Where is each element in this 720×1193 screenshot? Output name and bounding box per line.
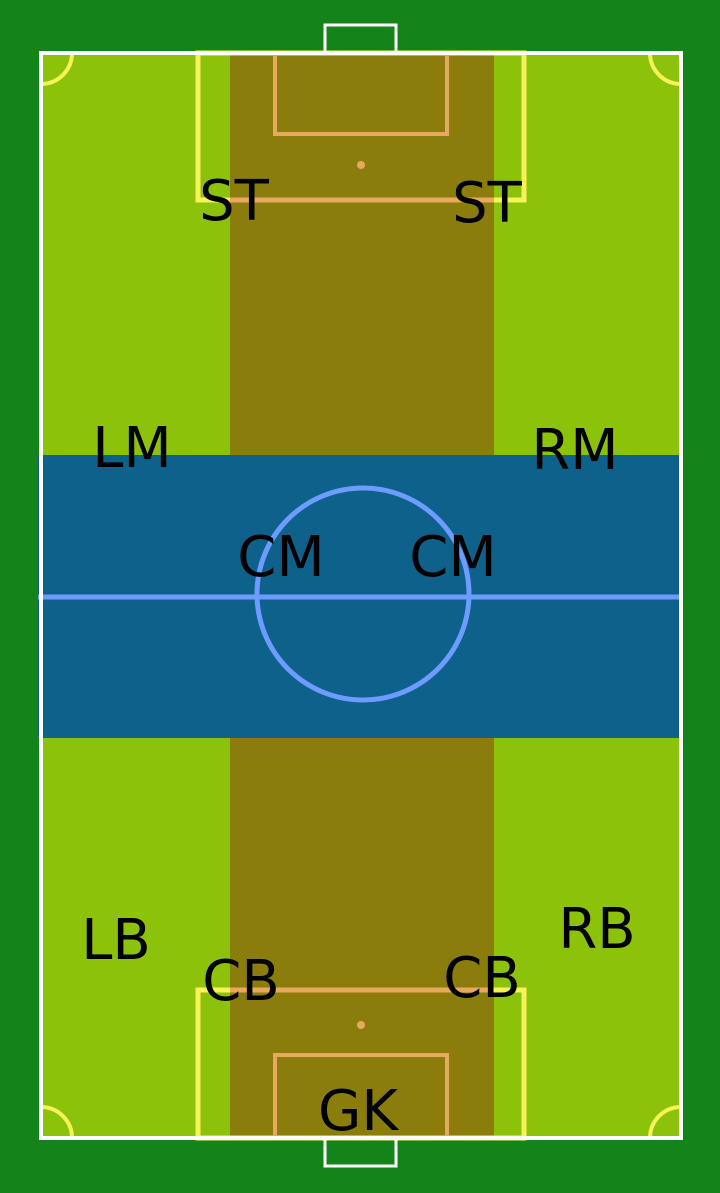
position-st-left: ST (199, 169, 270, 234)
position-cb-right: CB (443, 946, 521, 1011)
centre-circle (254, 485, 472, 703)
position-rb: RB (558, 897, 635, 962)
position-cm-left: CM (237, 525, 324, 590)
position-lm: LM (92, 416, 172, 481)
position-st-right: ST (452, 171, 523, 236)
bottom-penalty-spot (357, 1021, 365, 1029)
corner-arc-bottom-left (40, 1105, 74, 1139)
corner-arc-top-right (648, 52, 682, 86)
position-cb-left: CB (202, 949, 280, 1014)
position-gk: GK (318, 1079, 399, 1144)
corner-arc-top-left (40, 52, 74, 86)
position-lb: LB (81, 908, 151, 973)
top-penalty-spot (357, 161, 365, 169)
position-rm: RM (531, 418, 618, 483)
top-goal (323, 23, 398, 55)
corner-arc-bottom-right (648, 1105, 682, 1139)
bottom-goal (323, 1136, 398, 1168)
position-cm-right: CM (409, 525, 496, 590)
